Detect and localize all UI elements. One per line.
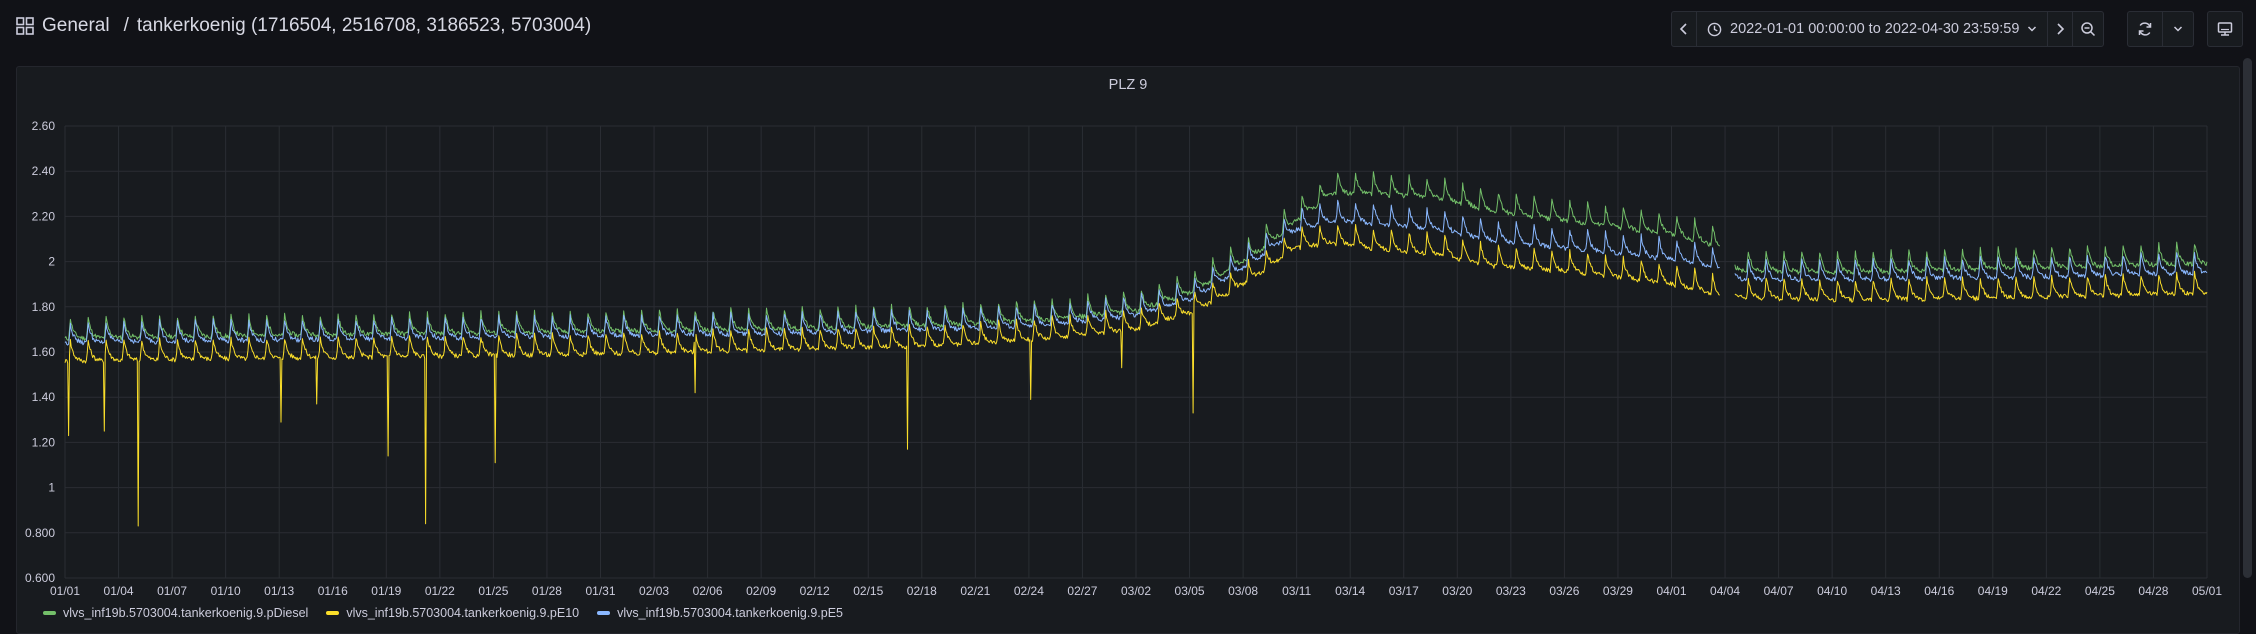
- y-tick-label: 1.60: [32, 345, 56, 359]
- chevron-down-icon: [2028, 26, 2037, 32]
- x-tick-label: 01/10: [211, 584, 241, 598]
- tv-icon: [2217, 22, 2233, 36]
- y-tick-label: 0.600: [25, 571, 55, 585]
- x-tick-label: 02/27: [1067, 584, 1097, 598]
- refresh-icon: [2138, 22, 2152, 36]
- y-tick-label: 0.800: [25, 526, 55, 540]
- x-tick-label: 04/19: [1978, 584, 2008, 598]
- x-tick-label: 02/12: [800, 584, 830, 598]
- x-tick-label: 03/02: [1121, 584, 1151, 598]
- clock-icon: [1707, 22, 1722, 36]
- view-mode-controls: [2207, 11, 2243, 47]
- breadcrumb: General / tankerkoenig (1716504, 2516708…: [16, 15, 591, 37]
- x-tick-label: 04/16: [1924, 584, 1954, 598]
- chevron-left-icon: [1679, 23, 1687, 35]
- x-tick-label: 01/31: [585, 584, 615, 598]
- panel-title[interactable]: PLZ 9: [1108, 77, 1148, 93]
- x-tick-label: 04/10: [1817, 584, 1847, 598]
- x-tick-label: 05/01: [2192, 584, 2222, 598]
- x-tick-label: 02/21: [960, 584, 990, 598]
- series-line[interactable]: [1734, 241, 2208, 275]
- x-tick-label: 02/24: [1014, 584, 1044, 598]
- x-tick-label: 03/14: [1335, 584, 1365, 598]
- x-tick-label: 01/16: [318, 584, 348, 598]
- chevron-right-icon: [2057, 23, 2065, 35]
- time-forward-button[interactable]: [2047, 12, 2072, 46]
- x-tick-label: 04/04: [1710, 584, 1740, 598]
- legend-swatch: [43, 611, 56, 615]
- x-tick-label: 01/13: [264, 584, 294, 598]
- x-tick-label: 03/05: [1175, 584, 1205, 598]
- top-navbar: General / tankerkoenig (1716504, 2516708…: [0, 0, 2256, 58]
- zoom-out-icon: [2081, 22, 2096, 37]
- series-line[interactable]: [64, 224, 1720, 527]
- x-tick-label: 02/06: [693, 584, 723, 598]
- chart-legend: vlvs_inf19b.5703004.tankerkoenig.9.pDies…: [43, 606, 843, 620]
- x-tick-label: 04/07: [1764, 584, 1794, 598]
- x-tick-label: 01/01: [50, 584, 80, 598]
- x-tick-label: 02/09: [746, 584, 776, 598]
- time-range-picker[interactable]: 2022-01-01 00:00:00 to 2022-04-30 23:59:…: [1696, 12, 2047, 46]
- legend-swatch: [326, 611, 340, 615]
- x-tick-label: 04/22: [2031, 584, 2061, 598]
- legend-item[interactable]: vlvs_inf19b.5703004.tankerkoenig.9.pDies…: [43, 606, 308, 620]
- dashboard-grid-icon: [16, 17, 34, 35]
- x-tick-label: 01/19: [371, 584, 401, 598]
- page-scrollbar[interactable]: [2243, 58, 2252, 578]
- x-tick-label: 01/25: [478, 584, 508, 598]
- x-tick-label: 04/13: [1871, 584, 1901, 598]
- series-line[interactable]: [64, 199, 1720, 346]
- x-tick-label: 03/08: [1228, 584, 1258, 598]
- y-tick-label: 2.40: [32, 164, 56, 178]
- dashboard-title[interactable]: tankerkoenig (1716504, 2516708, 3186523,…: [136, 15, 592, 36]
- x-tick-label: 04/01: [1656, 584, 1686, 598]
- y-tick-label: 2.60: [32, 119, 56, 133]
- y-tick-label: 1.80: [32, 300, 56, 314]
- refresh-button[interactable]: [2128, 12, 2162, 46]
- x-tick-label: 01/28: [532, 584, 562, 598]
- y-tick-label: 2: [48, 255, 55, 269]
- breadcrumb-separator: /: [123, 15, 129, 36]
- timeseries-panel: PLZ 9 0.600 0.800 1 1.20 1.40 1.60 1.80 2 2.20 2.…: [16, 66, 2240, 634]
- legend-item[interactable]: vlvs_inf19b.5703004.tankerkoenig.9.pE5: [597, 606, 843, 620]
- chevron-down-icon: [2173, 26, 2183, 32]
- x-tick-label: 03/26: [1549, 584, 1579, 598]
- x-tick-label: 01/04: [104, 584, 134, 598]
- legend-item[interactable]: vlvs_inf19b.5703004.tankerkoenig.9.pE10: [326, 606, 579, 620]
- legend-label: vlvs_inf19b.5703004.tankerkoenig.9.pE5: [617, 606, 843, 620]
- legend-label: vlvs_inf19b.5703004.tankerkoenig.9.pDies…: [63, 606, 309, 620]
- y-tick-label: 1.20: [32, 435, 56, 449]
- x-tick-label: 01/22: [425, 584, 455, 598]
- x-tick-label: 03/11: [1282, 584, 1311, 598]
- refresh-controls: [2127, 11, 2194, 47]
- y-tick-label: 1.40: [32, 390, 56, 404]
- breadcrumb-folder-link[interactable]: General: [42, 15, 110, 36]
- series-line[interactable]: [1734, 252, 2208, 283]
- x-tick-label: 04/25: [2085, 584, 2115, 598]
- x-tick-label: 02/15: [853, 584, 883, 598]
- y-tick-label: 2.20: [32, 209, 56, 223]
- x-tick-label: 02/03: [639, 584, 669, 598]
- x-tick-label: 02/18: [907, 584, 937, 598]
- series-line[interactable]: [1734, 270, 2208, 303]
- x-tick-label: 03/23: [1496, 584, 1526, 598]
- timeseries-chart[interactable]: 0.600 0.800 1 1.20 1.40 1.60 1.80 2 2.20 2.40 2.60…: [17, 67, 2239, 633]
- zoom-out-button[interactable]: [2072, 12, 2103, 46]
- legend-swatch: [597, 611, 611, 615]
- y-tick-label: 1: [48, 481, 55, 495]
- refresh-interval-dropdown[interactable]: [2162, 12, 2193, 46]
- x-tick-label: 03/17: [1389, 584, 1419, 598]
- cycle-view-mode-button[interactable]: [2208, 12, 2242, 46]
- legend-label: vlvs_inf19b.5703004.tankerkoenig.9.pE10: [346, 606, 580, 620]
- time-controls: 2022-01-01 00:00:00 to 2022-04-30 23:59:…: [1671, 11, 2105, 47]
- x-tick-label: 03/20: [1442, 584, 1472, 598]
- time-range-label: 2022-01-01 00:00:00 to 2022-04-30 23:59:…: [1730, 21, 2020, 37]
- x-tick-label: 04/28: [2138, 584, 2168, 598]
- x-tick-label: 01/07: [157, 584, 187, 598]
- x-tick-label: 03/29: [1603, 584, 1633, 598]
- time-back-button[interactable]: [1672, 12, 1696, 46]
